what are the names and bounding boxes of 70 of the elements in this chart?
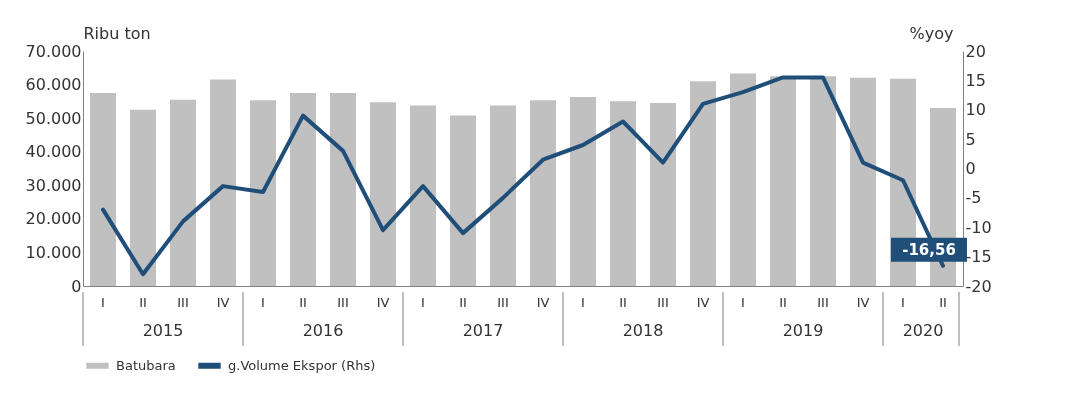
bar xyxy=(370,102,396,286)
bar xyxy=(850,77,876,286)
y2-tick-label: 10 xyxy=(965,100,986,120)
bar xyxy=(770,76,796,286)
x-tick-label: I xyxy=(261,294,265,310)
y2-tick-label: 0 xyxy=(965,159,976,178)
x-tick-label: I xyxy=(581,294,585,310)
y-tick-label: 40.000 xyxy=(25,142,82,162)
y2-tick-label: 5 xyxy=(965,129,976,149)
bar xyxy=(250,100,276,286)
x-tick-label: III xyxy=(657,294,669,310)
bar xyxy=(330,92,356,286)
x-tick-label: II xyxy=(459,294,467,310)
y2-tick-label: -20 xyxy=(965,276,992,296)
x-tick-label: I xyxy=(421,294,425,310)
text: 2017 xyxy=(462,321,504,340)
y2-tick-label: -5 xyxy=(965,188,982,208)
bar xyxy=(530,100,556,286)
data-label: -16,56 xyxy=(902,240,956,259)
y2-tick-label: 15 xyxy=(965,70,986,90)
bar xyxy=(690,81,716,286)
y-tick-label: 20.000 xyxy=(25,209,82,229)
y-tick-label: 0 xyxy=(71,276,82,296)
legend-label: Batubara xyxy=(116,357,176,373)
x-tick-label: III xyxy=(337,294,349,310)
x-tick-label: II xyxy=(139,294,147,310)
bar xyxy=(650,103,676,286)
x-tick-label: I xyxy=(741,294,745,310)
legend-label: g.Volume Ekspor (Rhs) xyxy=(228,357,376,373)
y2-tick-label: 20 xyxy=(965,41,986,61)
y-tick-label: 60.000 xyxy=(25,75,82,95)
x-tick-label: II xyxy=(939,294,947,310)
y-tick-label: 50.000 xyxy=(25,108,82,128)
x-tick-label: II xyxy=(619,294,627,310)
text: 2019 xyxy=(782,321,824,340)
text: 2016 xyxy=(302,321,344,340)
bar xyxy=(610,101,636,286)
y2-tick-label: -15 xyxy=(965,247,992,267)
y2-axis-title: %yoy xyxy=(909,23,954,43)
text: 2018 xyxy=(622,321,664,340)
bar xyxy=(170,99,196,286)
x-tick-label: I xyxy=(901,294,905,310)
bar xyxy=(450,115,476,286)
x-tick-label: II xyxy=(299,294,307,310)
bar xyxy=(210,79,236,286)
bar xyxy=(730,73,756,286)
x-tick-label: IV xyxy=(696,294,710,310)
x-tick-label: III xyxy=(177,294,189,310)
y-tick-label: 10.000 xyxy=(25,242,82,262)
x-tick-label: I xyxy=(101,294,105,310)
x-tick-label: IV xyxy=(856,294,870,310)
bar xyxy=(410,105,436,286)
y-tick-label: 30.000 xyxy=(25,175,82,195)
x-tick-label: IV xyxy=(216,294,230,310)
bar xyxy=(290,92,316,286)
text: 2020 xyxy=(902,321,944,340)
x-tick-label: IV xyxy=(536,294,550,310)
bar xyxy=(490,105,516,286)
text: 2015 xyxy=(142,321,184,340)
x-tick-label: IV xyxy=(376,294,390,310)
y2-tick-label: -10 xyxy=(965,217,992,237)
bar xyxy=(90,92,116,286)
x-tick-label: III xyxy=(817,294,829,310)
bar xyxy=(810,76,836,286)
y-axis-title: Ribu ton xyxy=(83,23,151,43)
x-tick-label: III xyxy=(497,294,509,310)
bar xyxy=(130,109,156,286)
bar xyxy=(570,96,596,286)
x-tick-label: II xyxy=(779,294,787,310)
y-tick-label: 70.000 xyxy=(25,41,82,61)
